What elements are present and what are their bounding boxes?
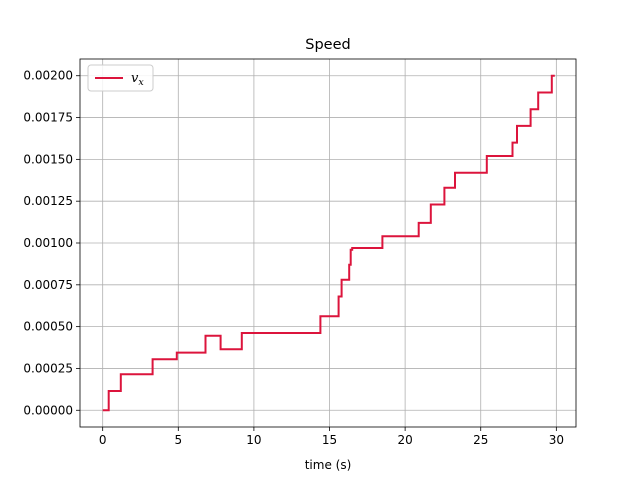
x-tick-label: 5: [174, 433, 182, 447]
series-layer: [102, 74, 555, 412]
y-tick-label: 0.00125: [23, 194, 73, 208]
x-tick-label: 30: [549, 433, 564, 447]
x-tick-label: 10: [246, 433, 261, 447]
x-axis: 0 5 10 15 20 25 30: [99, 427, 564, 447]
legend: vx: [87, 64, 154, 92]
y-tick-label: 0.00000: [23, 403, 73, 417]
series-line-v-x: [102, 74, 555, 412]
y-tick-label: 0.00200: [23, 69, 73, 83]
y-tick-label: 0.00150: [23, 152, 73, 166]
grid-lines: [80, 59, 576, 427]
x-axis-label: time (s): [305, 458, 352, 472]
chart-title: Speed: [305, 37, 350, 53]
x-tick-label: 0: [99, 433, 107, 447]
y-axis: 0.00000 0.00025 0.00050 0.00075 0.00100 0.001…: [23, 69, 80, 417]
x-tick-label: 20: [397, 433, 412, 447]
y-tick-label: 0.00025: [23, 361, 73, 375]
y-tick-label: 0.00075: [23, 278, 73, 292]
x-tick-label: 25: [473, 433, 488, 447]
y-tick-label: 0.00100: [23, 236, 73, 250]
x-tick-label: 15: [322, 433, 337, 447]
y-tick-label: 0.00175: [23, 111, 73, 125]
y-tick-label: 0.00050: [23, 320, 73, 334]
